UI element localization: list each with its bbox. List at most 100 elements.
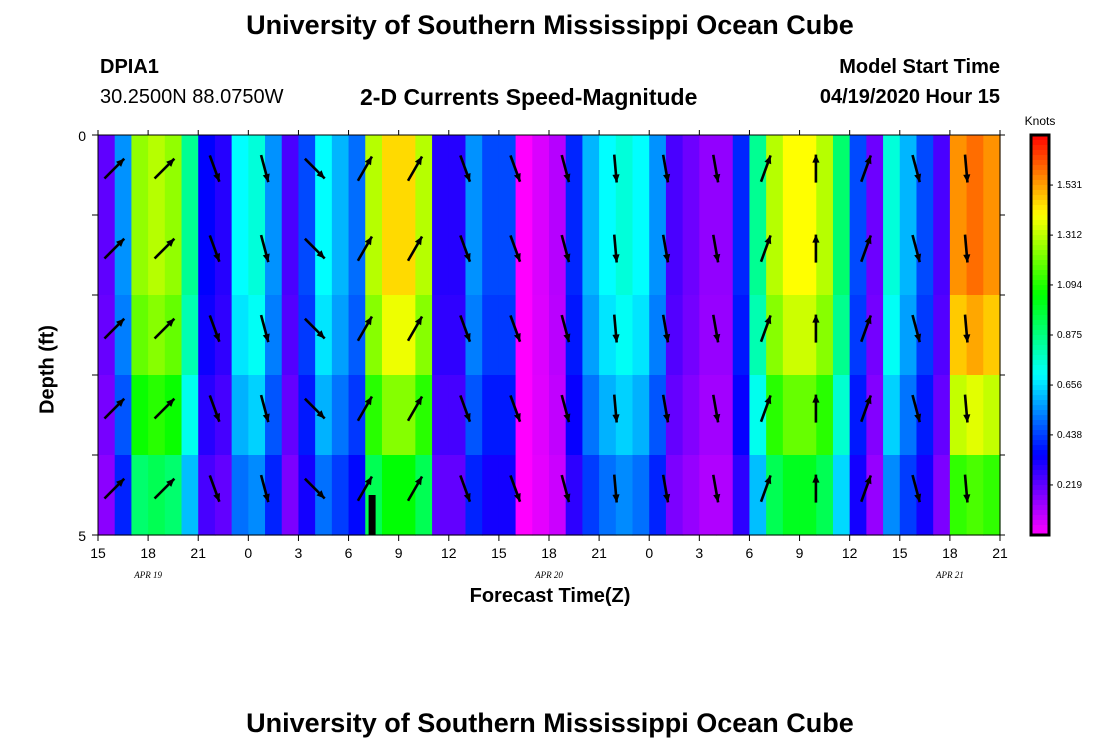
- heatmap-cell: [315, 375, 333, 456]
- date-label: APR 19: [133, 570, 162, 580]
- heatmap-cell: [365, 215, 383, 296]
- heatmap-cell: [799, 295, 817, 376]
- colorbar-segment: [1031, 530, 1049, 536]
- current-arrow-head: [116, 158, 125, 167]
- current-arrow-head: [563, 493, 571, 503]
- heatmap-cell: [949, 375, 968, 456]
- current-arrow-head: [463, 413, 471, 422]
- bottom-title: University of Southern Mississippi Ocean…: [246, 708, 854, 738]
- heatmap-cell: [966, 295, 984, 376]
- heatmap-cell: [214, 455, 233, 536]
- current-arrow-head: [364, 396, 372, 406]
- heatmap-cell: [498, 375, 517, 456]
- heatmap-cell: [682, 215, 700, 296]
- heatmap-cell: [532, 135, 550, 216]
- heatmap-cell: [164, 215, 183, 296]
- heatmap-cell: [298, 215, 316, 296]
- heatmap-cell: [265, 455, 283, 536]
- current-arrow-head: [764, 235, 772, 245]
- heatmap-cell: [799, 375, 817, 456]
- heatmap-cell: [565, 295, 584, 376]
- heatmap-cell: [315, 295, 333, 376]
- heatmap-cell: [632, 135, 650, 216]
- heatmap-cell: [933, 215, 951, 296]
- x-tick-label: 3: [295, 545, 303, 561]
- colorbar-unit: Knots: [1025, 114, 1056, 128]
- heatmap-cell: [732, 215, 751, 296]
- station-id: DPIA1: [100, 56, 159, 78]
- heatmap-cell: [465, 135, 483, 216]
- colorbar-segment: [1031, 390, 1049, 396]
- heatmap-cell: [381, 295, 400, 376]
- heatmap-cell: [849, 215, 867, 296]
- current-arrow-head: [914, 493, 922, 503]
- heatmap-cell: [916, 295, 934, 376]
- heatmap-cell: [114, 375, 133, 456]
- heatmap-cell: [498, 215, 517, 296]
- current-arrow-head: [612, 174, 620, 183]
- colorbar-segment: [1031, 195, 1049, 201]
- current-arrow-head: [963, 494, 971, 503]
- colorbar-segment: [1031, 405, 1049, 411]
- colorbar-segment: [1031, 330, 1049, 336]
- current-arrow-head: [414, 156, 423, 166]
- current-arrow-head: [812, 474, 820, 483]
- data-marker: [368, 495, 376, 535]
- colorbar-segment: [1031, 320, 1049, 326]
- heatmap-cell: [281, 455, 300, 536]
- heatmap-cell: [231, 375, 249, 456]
- heatmap-cell: [114, 295, 133, 376]
- colorbar-segment: [1031, 355, 1049, 361]
- heatmap-cell: [131, 295, 149, 376]
- heatmap-cell: [465, 295, 483, 376]
- current-arrow-head: [166, 238, 175, 247]
- colorbar-segment: [1031, 315, 1049, 321]
- heatmap-cell: [665, 135, 684, 216]
- current-arrow-head: [612, 414, 620, 423]
- heatmap-cell: [331, 215, 350, 296]
- heatmap-cell: [933, 375, 951, 456]
- heatmap-cell: [565, 215, 584, 296]
- colorbar-segment: [1031, 180, 1049, 186]
- current-arrow-head: [463, 333, 471, 342]
- current-arrow-head: [414, 316, 423, 326]
- x-tick-label: 12: [842, 545, 858, 561]
- current-arrow-head: [764, 395, 772, 405]
- heatmap-cell: [164, 375, 183, 456]
- heatmap-cell: [866, 215, 884, 296]
- current-arrow-head: [116, 318, 125, 327]
- current-arrow-head: [663, 493, 671, 503]
- heatmap-cell: [866, 375, 884, 456]
- current-arrow-head: [262, 253, 270, 263]
- heatmap-cell: [515, 375, 533, 456]
- heatmap-cell: [732, 375, 751, 456]
- current-arrow-head: [864, 155, 872, 165]
- current-arrow-head: [612, 494, 620, 503]
- colorbar-segment: [1031, 220, 1049, 226]
- current-arrow-head: [316, 330, 325, 339]
- current-arrow-head: [414, 396, 423, 406]
- current-arrow-head: [262, 493, 270, 503]
- heatmap-cell: [432, 375, 450, 456]
- current-arrow-head: [116, 398, 125, 407]
- colorbar-segment: [1031, 305, 1049, 311]
- current-arrow-head: [563, 333, 571, 343]
- x-tick-label: 18: [541, 545, 557, 561]
- x-tick-label: 18: [942, 545, 958, 561]
- colorbar-segment: [1031, 295, 1049, 301]
- colorbar-segment: [1031, 420, 1049, 426]
- heatmap-cell: [799, 215, 817, 296]
- heatmap-cell: [766, 215, 784, 296]
- heatmap-cell: [832, 295, 851, 376]
- chart-title: 2-D Currents Speed-Magnitude: [360, 84, 698, 110]
- colorbar-segment: [1031, 435, 1049, 441]
- current-arrow-head: [914, 253, 922, 263]
- colorbar-segment: [1031, 185, 1049, 191]
- x-tick-label: 6: [345, 545, 353, 561]
- heatmap-cell: [365, 135, 383, 216]
- current-arrow-head: [612, 254, 620, 263]
- heatmap-cell: [198, 215, 216, 296]
- colorbar-tick-label: 0.438: [1057, 430, 1082, 441]
- heatmap-cell: [365, 295, 383, 376]
- current-arrow-head: [316, 410, 325, 419]
